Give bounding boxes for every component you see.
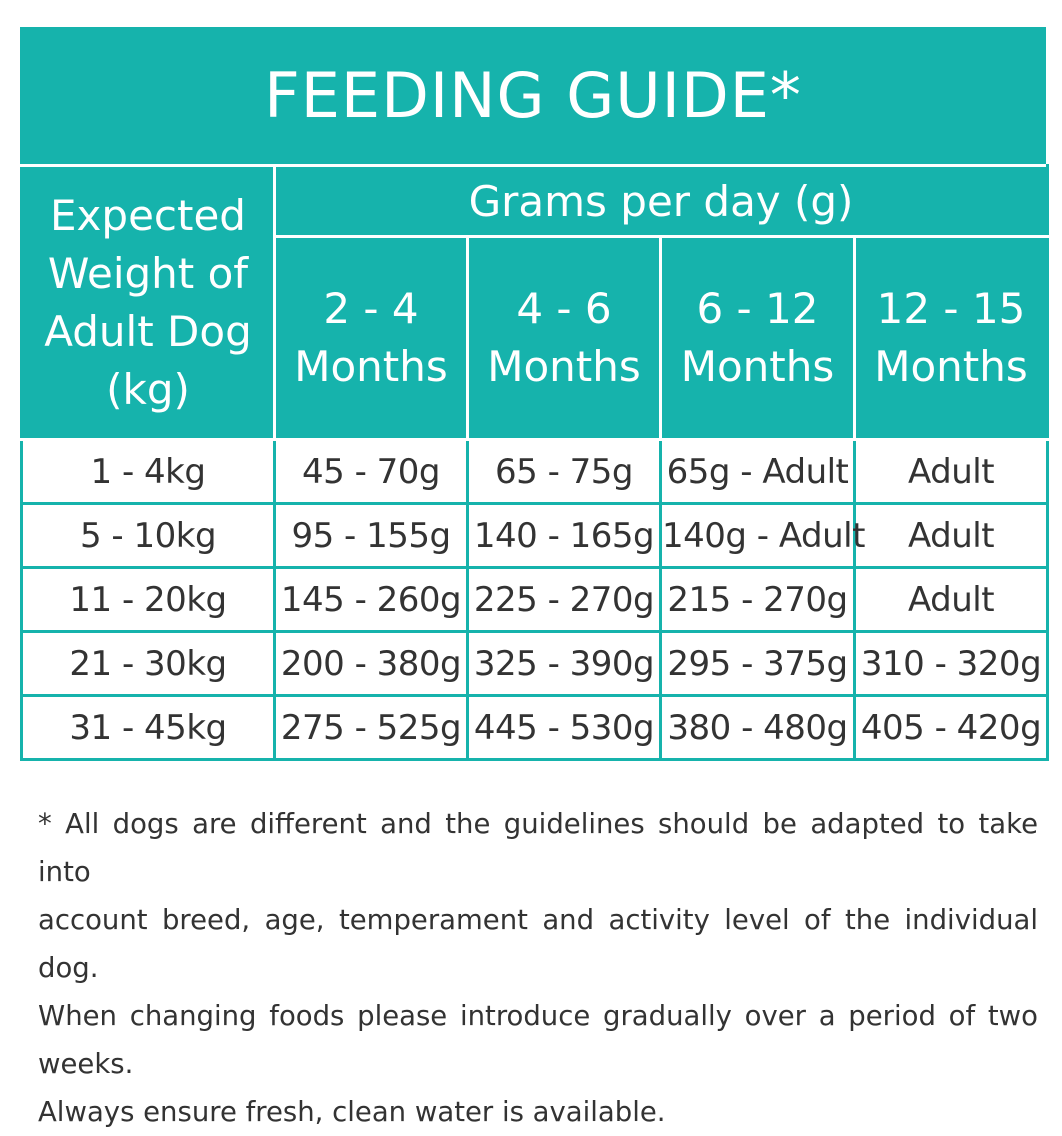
footnote: * All dogs are different and the guideli…	[38, 800, 1038, 1136]
grams-cell: 95 - 155g	[273, 502, 469, 569]
footnote-line: Always ensure fresh, clean water is avai…	[38, 1096, 666, 1128]
age-unit: Months	[874, 342, 1028, 391]
grams-per-day-header: Grams per day (g)	[272, 164, 1050, 238]
age-unit: Months	[680, 342, 835, 391]
weight-header-line: (kg)	[106, 364, 190, 414]
feeding-table: Expected Weight of Adult Dog (kg) Grams …	[20, 164, 1050, 761]
grams-cell: 65 - 75g	[466, 438, 662, 505]
grams-cell: 325 - 390g	[466, 630, 662, 697]
age-range: 6 - 12	[696, 284, 819, 333]
footnote-line: When changing foods please introduce gra…	[38, 1000, 1038, 1080]
grams-cell: 140 - 165g	[466, 502, 662, 569]
age-unit: Months	[487, 342, 641, 391]
weight-cell: 5 - 10kg	[20, 502, 276, 569]
grams-cell: 45 - 70g	[273, 438, 469, 505]
grams-cell: 445 - 530g	[466, 694, 662, 761]
age-unit: Months	[294, 342, 448, 391]
grams-cell: 380 - 480g	[659, 694, 856, 761]
weight-cell: 1 - 4kg	[20, 438, 276, 505]
grams-cell: Adult	[852, 502, 1050, 569]
weight-header-line: Weight of	[47, 248, 249, 298]
footnote-line: account breed, age, temperament and acti…	[38, 904, 1038, 984]
grams-cell: 65g - Adult	[659, 438, 856, 505]
age-header-2-4: 2 - 4 Months	[273, 235, 469, 441]
weight-cell: 11 - 20kg	[20, 566, 276, 633]
grams-cell: 225 - 270g	[466, 566, 662, 633]
grams-cell: 145 - 260g	[273, 566, 469, 633]
age-range: 4 - 6	[516, 284, 612, 333]
weight-header-line: Expected	[50, 190, 246, 240]
feeding-guide: FEEDING GUIDE* Expected Weight of Adult …	[20, 27, 1050, 761]
age-header-6-12: 6 - 12 Months	[659, 235, 856, 441]
age-header-4-6: 4 - 6 Months	[466, 235, 662, 441]
grams-cell: Adult	[852, 566, 1050, 633]
age-range: 12 - 15	[876, 284, 1026, 333]
grams-cell: 275 - 525g	[273, 694, 469, 761]
table-row: 21 - 30kg 200 - 380g 325 - 390g 295 - 37…	[20, 630, 1050, 697]
grams-cell: 140g - Adult	[659, 502, 865, 569]
grams-cell: 215 - 270g	[659, 566, 856, 633]
weight-header-line: Adult Dog	[44, 306, 252, 356]
age-header-12-15: 12 - 15 Months	[852, 235, 1050, 441]
weight-cell: 31 - 45kg	[20, 694, 276, 761]
grams-cell: 310 - 320g	[852, 630, 1050, 697]
table-row: 11 - 20kg 145 - 260g 225 - 270g 215 - 27…	[20, 566, 1050, 633]
weight-column-header: Expected Weight of Adult Dog (kg)	[20, 164, 276, 441]
grams-cell: Adult	[852, 438, 1050, 505]
table-row: 31 - 45kg 275 - 525g 445 - 530g 380 - 48…	[20, 694, 1050, 761]
grams-cell: 200 - 380g	[273, 630, 469, 697]
page-title: FEEDING GUIDE*	[20, 27, 1046, 164]
footnote-line: * All dogs are different and the guideli…	[38, 808, 1038, 888]
grams-cell: 405 - 420g	[852, 694, 1050, 761]
grams-cell: 295 - 375g	[659, 630, 856, 697]
table-row: 1 - 4kg 45 - 70g 65 - 75g 65g - Adult Ad…	[20, 438, 1050, 505]
age-range: 2 - 4	[323, 284, 419, 333]
weight-cell: 21 - 30kg	[20, 630, 276, 697]
table-row: 5 - 10kg 95 - 155g 140 - 165g 140g - Adu…	[20, 502, 1050, 569]
